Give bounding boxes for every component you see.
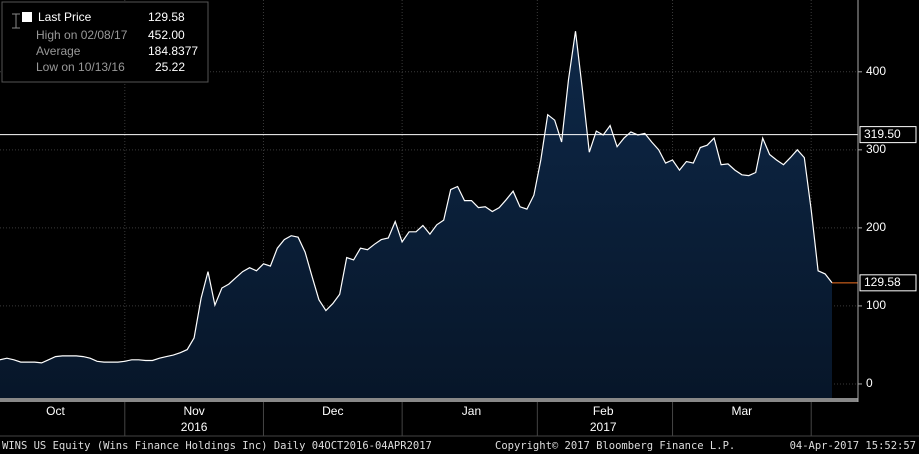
x-tick-label: Dec [322, 404, 343, 418]
legend-stat-value: 184.8377 [148, 44, 198, 58]
x-year-label: 2017 [590, 420, 617, 434]
x-tick-label: Feb [593, 404, 614, 418]
y-tick-label: 200 [866, 220, 886, 234]
legend-stat-value: 25.22 [155, 60, 185, 74]
x-year-label: 2016 [181, 420, 208, 434]
legend-stat-label: Low on 10/13/16 [36, 60, 125, 74]
y-tick-label: 0 [866, 376, 873, 390]
legend-last: 129.58 [148, 10, 185, 24]
axes: 0 100 200 300 400 Oct Nov Dec Jan Feb Mar 2016 2017 3… [46, 64, 917, 436]
x-tick-label: Jan [462, 404, 481, 418]
legend-bracket [12, 13, 20, 29]
footer-right: 04-Apr-2017 15:52:57 [790, 440, 916, 452]
reference-tag [859, 126, 917, 144]
legend-swatch [22, 12, 32, 22]
x-tick-label: Mar [732, 404, 753, 418]
area [0, 31, 832, 398]
reference-label: 319.50 [864, 127, 901, 141]
x-tick-label: Nov [183, 404, 204, 418]
plot [0, 31, 858, 398]
legend-stat-label: High on 02/08/17 [36, 28, 128, 42]
y-tick-label: 100 [866, 298, 886, 312]
x-tick-label: Oct [46, 404, 65, 418]
legend-stat-label: Average [36, 44, 81, 58]
footer-left: WINS US Equity (Wins Finance Holdings In… [2, 440, 432, 452]
last-label: 129.58 [864, 275, 901, 289]
last-tag [859, 274, 917, 292]
footer-center: Copyright© 2017 Bloomberg Finance L.P. [495, 440, 735, 452]
legend-title: Last Price [38, 10, 92, 24]
legend-stat-value: 452.00 [148, 28, 185, 42]
y-tick-label: 300 [866, 142, 886, 156]
line [0, 31, 833, 364]
legend-box [1, 1, 209, 83]
y-tick-label: 400 [866, 64, 886, 78]
x-axis-bar [0, 398, 858, 402]
